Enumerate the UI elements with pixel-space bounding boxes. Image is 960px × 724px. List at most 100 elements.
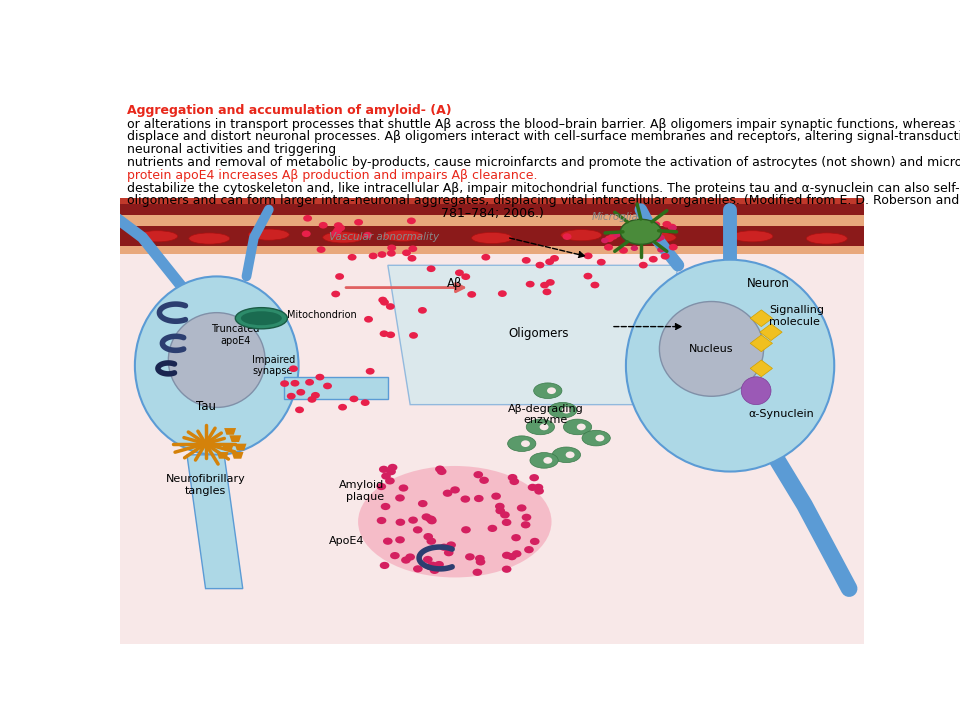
Circle shape bbox=[563, 233, 571, 240]
Circle shape bbox=[502, 519, 512, 526]
Circle shape bbox=[388, 464, 397, 471]
Circle shape bbox=[418, 307, 427, 313]
Circle shape bbox=[601, 237, 609, 243]
Ellipse shape bbox=[732, 231, 773, 242]
Circle shape bbox=[481, 254, 491, 261]
Circle shape bbox=[488, 525, 497, 532]
Circle shape bbox=[408, 516, 418, 523]
Circle shape bbox=[540, 282, 549, 288]
Text: Vascular abnormality: Vascular abnormality bbox=[329, 232, 439, 243]
Ellipse shape bbox=[530, 452, 558, 468]
Ellipse shape bbox=[577, 424, 586, 430]
Circle shape bbox=[500, 511, 510, 518]
Polygon shape bbox=[750, 360, 773, 376]
Circle shape bbox=[316, 374, 324, 380]
Circle shape bbox=[465, 553, 475, 560]
Text: 781–784; 2006.): 781–784; 2006.) bbox=[441, 207, 543, 220]
Circle shape bbox=[348, 254, 356, 261]
Circle shape bbox=[512, 550, 521, 557]
Circle shape bbox=[366, 368, 374, 374]
Ellipse shape bbox=[561, 230, 602, 241]
Circle shape bbox=[425, 515, 435, 523]
Ellipse shape bbox=[471, 232, 513, 243]
Ellipse shape bbox=[134, 277, 299, 455]
FancyBboxPatch shape bbox=[83, 204, 901, 251]
Circle shape bbox=[529, 474, 539, 481]
Ellipse shape bbox=[543, 457, 552, 464]
Circle shape bbox=[307, 396, 317, 403]
Circle shape bbox=[651, 222, 660, 228]
Ellipse shape bbox=[358, 466, 551, 578]
Circle shape bbox=[492, 492, 501, 500]
Text: Signalling
molecule: Signalling molecule bbox=[769, 306, 824, 327]
Circle shape bbox=[520, 521, 531, 529]
Ellipse shape bbox=[534, 383, 562, 398]
Circle shape bbox=[324, 382, 332, 390]
Circle shape bbox=[613, 232, 621, 237]
Polygon shape bbox=[217, 452, 228, 459]
Polygon shape bbox=[224, 428, 236, 434]
Ellipse shape bbox=[547, 387, 556, 394]
Polygon shape bbox=[229, 435, 241, 442]
Circle shape bbox=[524, 546, 534, 553]
Circle shape bbox=[604, 244, 613, 251]
Circle shape bbox=[363, 232, 372, 238]
Text: or alterations in transport processes that shuttle Aβ across the blood–brain bar: or alterations in transport processes th… bbox=[128, 117, 960, 130]
Ellipse shape bbox=[806, 233, 848, 244]
FancyBboxPatch shape bbox=[83, 198, 901, 254]
Circle shape bbox=[439, 544, 449, 551]
Circle shape bbox=[402, 250, 411, 256]
Circle shape bbox=[468, 291, 476, 298]
Polygon shape bbox=[222, 444, 234, 450]
Circle shape bbox=[305, 379, 314, 386]
Circle shape bbox=[423, 556, 433, 563]
Circle shape bbox=[390, 552, 399, 559]
Circle shape bbox=[333, 227, 342, 234]
Circle shape bbox=[280, 380, 289, 387]
Circle shape bbox=[336, 224, 345, 231]
Circle shape bbox=[535, 487, 544, 494]
Circle shape bbox=[508, 474, 517, 481]
Ellipse shape bbox=[168, 313, 265, 408]
Circle shape bbox=[450, 487, 460, 494]
Ellipse shape bbox=[620, 219, 661, 245]
Ellipse shape bbox=[521, 440, 530, 447]
Circle shape bbox=[669, 225, 677, 231]
Circle shape bbox=[444, 549, 453, 556]
Circle shape bbox=[590, 282, 599, 288]
Circle shape bbox=[398, 484, 408, 492]
Text: Microglia: Microglia bbox=[591, 212, 638, 222]
Ellipse shape bbox=[136, 231, 178, 242]
Circle shape bbox=[385, 477, 395, 484]
Polygon shape bbox=[760, 324, 782, 340]
Circle shape bbox=[461, 274, 470, 280]
Circle shape bbox=[291, 380, 300, 387]
Circle shape bbox=[381, 473, 391, 480]
Circle shape bbox=[426, 538, 436, 545]
Circle shape bbox=[401, 557, 411, 564]
Circle shape bbox=[361, 400, 370, 406]
Circle shape bbox=[605, 235, 613, 242]
Circle shape bbox=[426, 266, 436, 272]
Text: Neuron: Neuron bbox=[747, 277, 789, 290]
Circle shape bbox=[413, 565, 422, 573]
Ellipse shape bbox=[548, 403, 577, 418]
Ellipse shape bbox=[323, 232, 364, 243]
Circle shape bbox=[649, 256, 658, 263]
Circle shape bbox=[584, 253, 592, 259]
Circle shape bbox=[545, 258, 554, 265]
Circle shape bbox=[386, 303, 395, 310]
Text: Aggregation and accumulation of amyloid- (A): Aggregation and accumulation of amyloid-… bbox=[128, 104, 452, 117]
Circle shape bbox=[437, 468, 446, 475]
Text: Tau: Tau bbox=[196, 400, 216, 413]
Circle shape bbox=[443, 489, 452, 497]
Ellipse shape bbox=[540, 424, 548, 430]
FancyBboxPatch shape bbox=[120, 215, 864, 644]
Text: destabilize the cytoskeleton and, like intracellular Aβ, impair mitochondrial fu: destabilize the cytoskeleton and, like i… bbox=[128, 182, 960, 195]
Circle shape bbox=[631, 245, 638, 251]
Circle shape bbox=[660, 253, 670, 260]
Circle shape bbox=[658, 235, 664, 240]
Circle shape bbox=[413, 526, 422, 534]
Circle shape bbox=[512, 534, 521, 542]
Ellipse shape bbox=[382, 230, 423, 241]
